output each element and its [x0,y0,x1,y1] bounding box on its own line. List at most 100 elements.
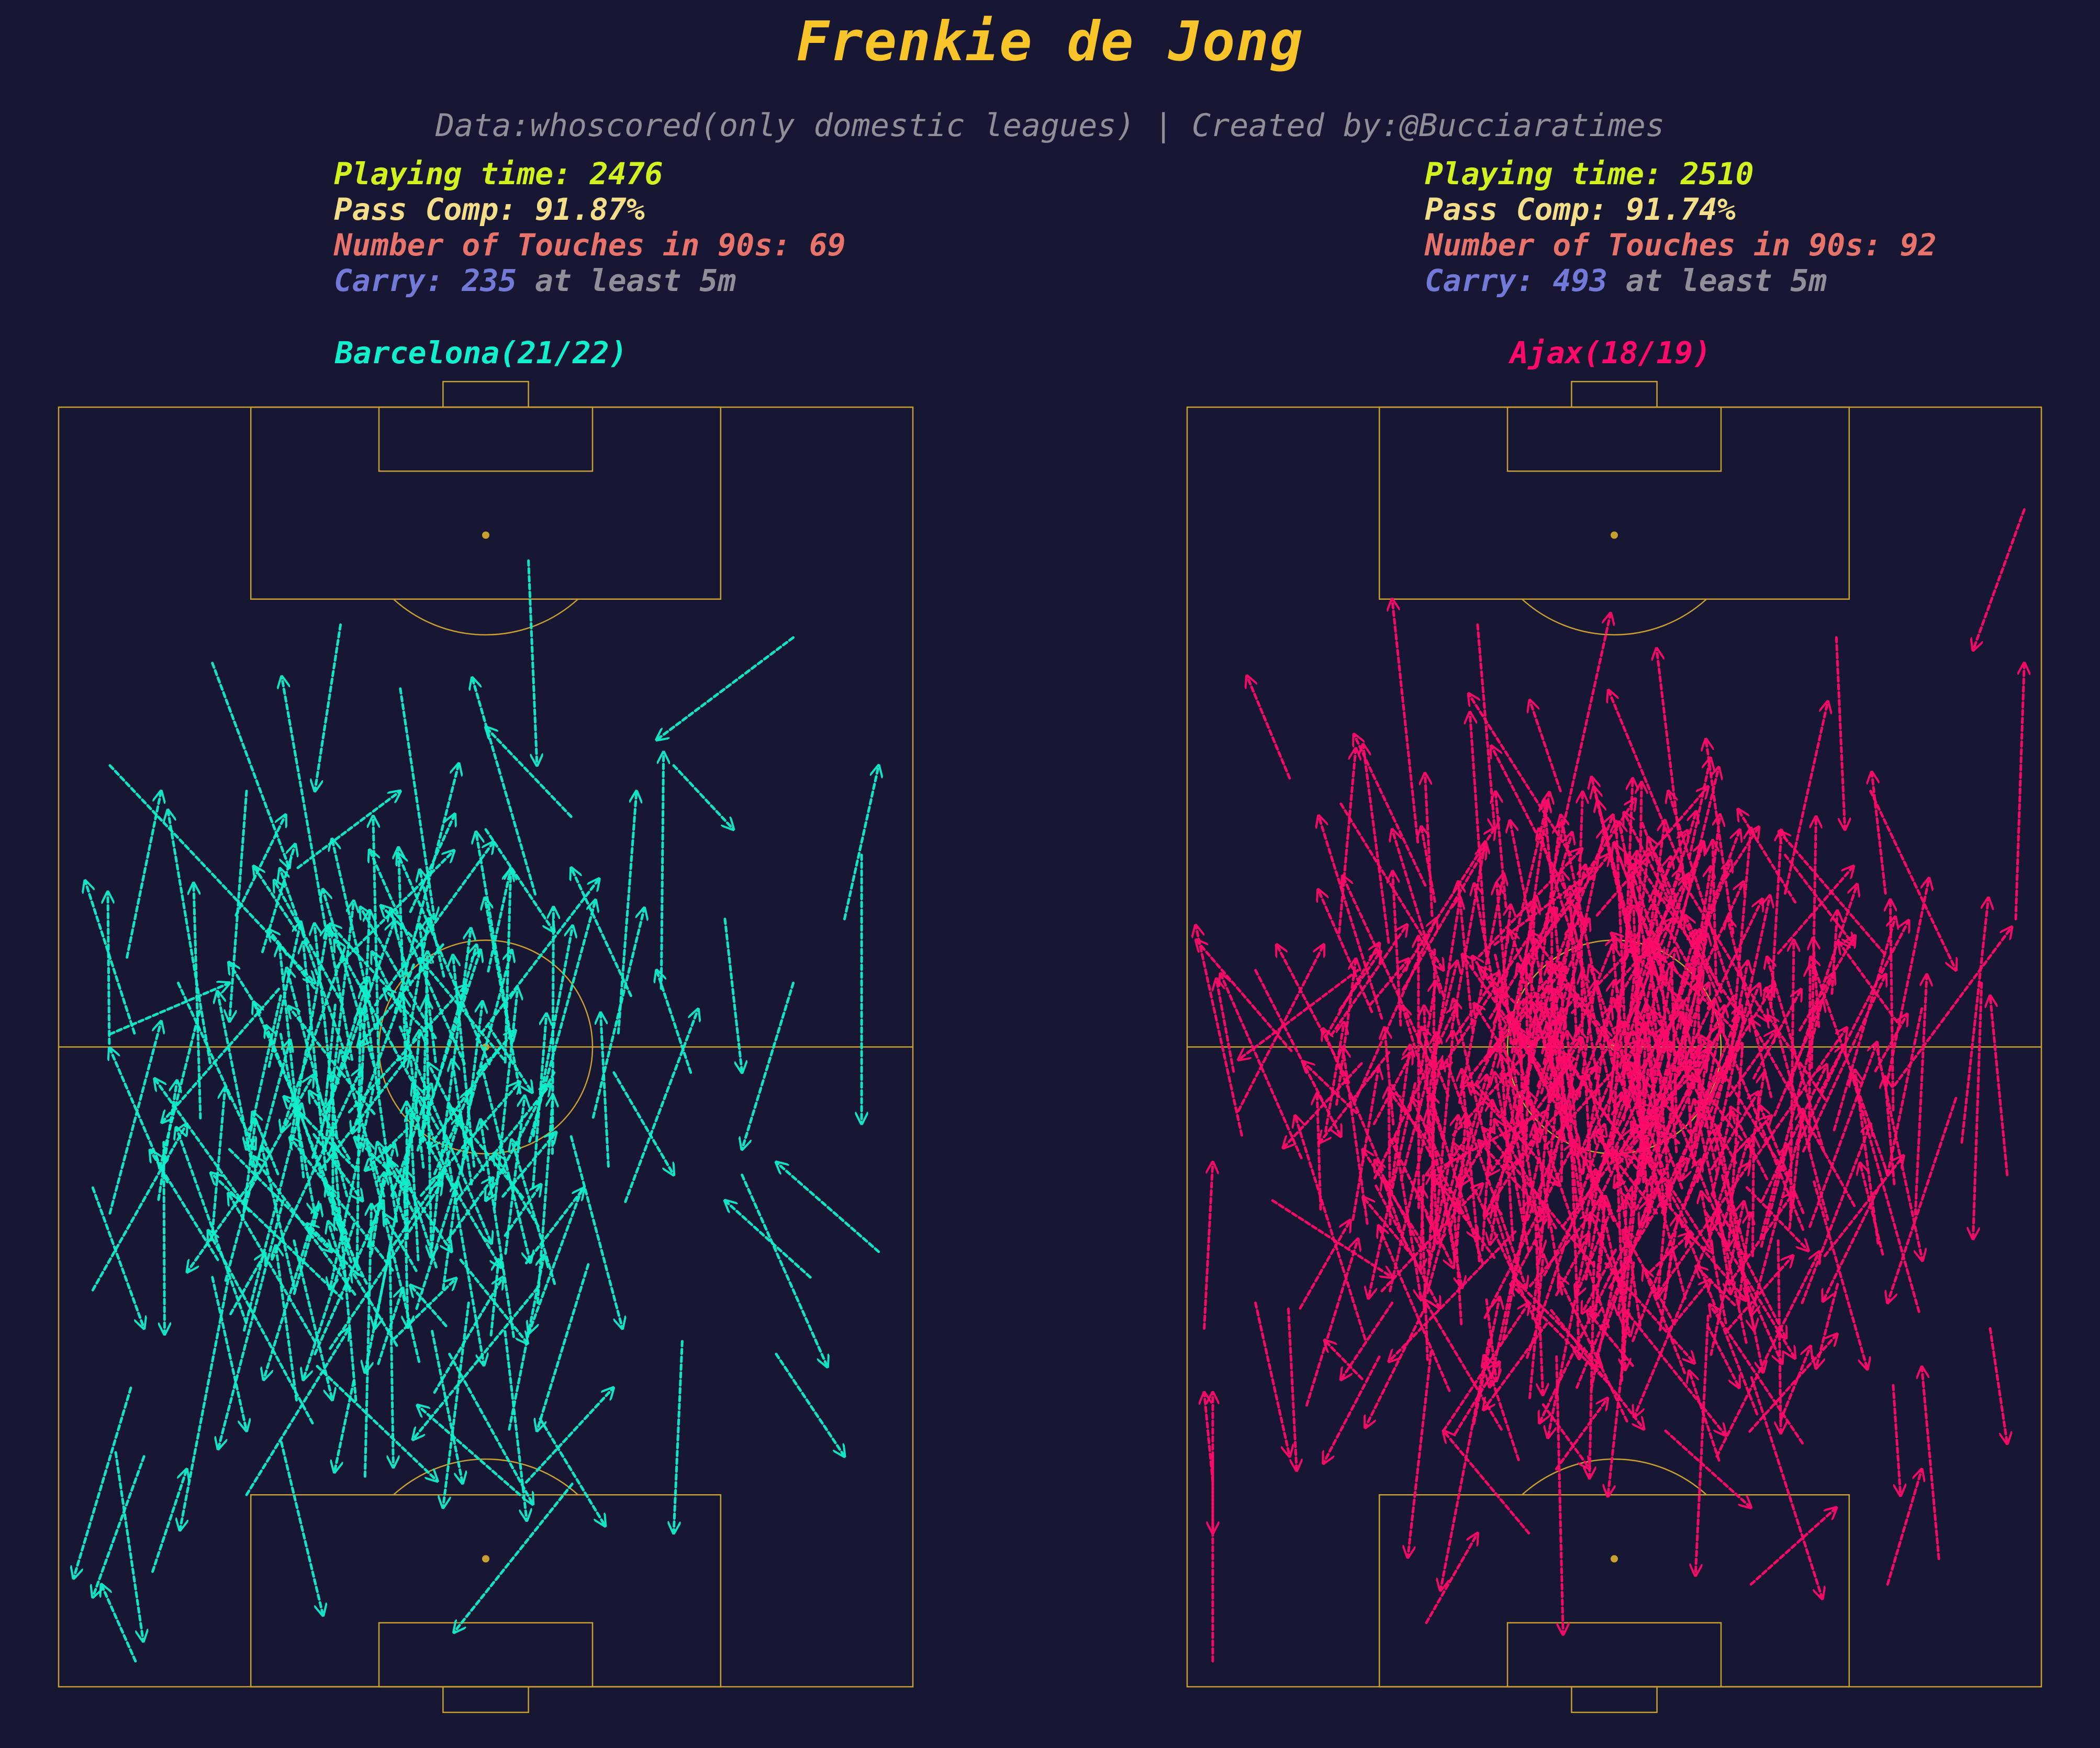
carry-arrow [1710,1192,1786,1338]
carry-arrow [485,898,522,1095]
carry-arrow [1441,1186,1462,1287]
carry-arrow [1767,957,1826,1153]
goal-bottom [1571,1686,1658,1713]
carry-arrow [1419,981,1436,1074]
carry-arrow [102,1584,137,1663]
carry-arrow [334,940,440,1130]
carry-arrow [93,1455,146,1597]
carry-arrow [1641,822,1673,905]
carry-arrow [1392,599,1420,844]
carry-arrow [1890,900,1893,1112]
ajax-stats: Playing time: 2510 Pass Comp: 91.74% Num… [1425,156,1937,298]
carry-arrow [1254,969,1341,1137]
carry-arrow [1196,940,1293,1052]
carry-arrow [1365,1304,1428,1428]
carry-arrow [661,752,663,990]
carry-arrow [126,791,161,959]
carry-arrow [1238,969,1359,1060]
carry-arrow [91,1186,144,1328]
carry-arrow [504,1096,525,1255]
carry-arrow [168,810,211,1065]
carry-arrow [1721,1174,1763,1372]
carry-arrow [1483,1143,1574,1319]
carry-arrow [365,1127,409,1171]
carry-arrow [1510,1216,1548,1287]
carry-arrow [316,1364,438,1481]
ajax-pass-comp: Pass Comp: 91.74% [1425,192,1736,227]
carry-arrow [1751,1115,1805,1315]
carry-arrow [332,839,377,1030]
carry-arrow [1681,1040,1735,1180]
carry-arrow [176,981,255,1149]
barcelona-stats: Playing time: 2476 Pass Comp: 91.87% Num… [334,156,846,298]
carry-arrow [539,1417,605,1526]
carry-arrow [1648,820,1665,934]
carry-arrow [262,1146,296,1290]
carry-arrow [1749,1508,1836,1586]
carry-arrow [1470,712,1488,958]
carry-arrow [1237,945,1324,1113]
penalty-arc-bottom [1521,1458,1707,1496]
carry-count: 493 [1552,263,1608,298]
ajax-playing-time: Playing time: 2510 [1425,156,1754,192]
carry-arrow [487,869,511,973]
barcelona-team-label: Barcelona(21/22) [335,335,628,371]
carry-arrow [524,1388,613,1484]
carry-arrow [1418,936,1419,1209]
carry-arrow [1341,1302,1394,1380]
carry-arrow [267,922,301,1068]
carry-arrow [1635,1024,1723,1211]
carry-arrow [307,1224,360,1276]
carry-arrow [1713,841,1716,983]
carry-arrow [1323,1355,1381,1463]
goal-top [1571,380,1658,408]
carry-suffix: at least 5m [1607,263,1827,298]
carry-arrow [2014,663,2024,921]
carry-arrow [352,1270,398,1347]
carry-arrow [1449,1048,1498,1227]
carry-arrow [1337,748,1356,934]
carry-arrow [372,952,403,1013]
carry-arrow [85,881,136,1035]
carry-arrow [1823,1188,1880,1302]
carry-arrow [1353,918,1436,1105]
carry-arrow [211,662,289,868]
carry-arrow [527,559,537,765]
carry-arrow [245,1328,349,1496]
carry-arrow [1892,1384,1901,1496]
carry-arrow [1550,1038,1622,1138]
carry-arrow [508,1256,544,1431]
penalty-arc-bottom [393,1458,579,1496]
carry-arrow [442,1128,484,1365]
carry-arrow [501,1132,556,1198]
carry-arrow [354,1137,405,1186]
carry-arrow [323,901,354,1152]
carry-arrow [1303,1061,1358,1115]
carry-arrow [1283,1062,1363,1148]
carry-arrow [211,1276,247,1431]
carry-arrow [377,1142,408,1228]
carry-arrow [487,1025,532,1092]
carry-arrow [154,1079,251,1213]
carry-arrow [1532,1002,1584,1175]
carry-arrow [1476,623,1495,830]
carry-arrow [1389,1230,1517,1361]
carry-arrow [1711,1112,1731,1196]
goal-bottom [442,1686,529,1713]
carry-arrow [1657,648,1686,886]
carry-arrow [288,1006,376,1115]
carry-arrow [1692,867,1711,983]
page-subtitle: Data:whoscored(only domestic leagues) | … [435,107,1665,144]
carry-arrow [1454,1362,1499,1435]
carry-arrow [1495,792,1507,909]
carry-arrow [1760,1145,1788,1248]
carry-arrow [403,996,425,1169]
carry-arrow [1319,816,1383,1020]
carry-arrow [1510,931,1579,1101]
carry-arrow [1633,843,1703,1011]
carry-arrow [1809,965,1810,1150]
carry-arrow [1444,1431,1531,1535]
carry-arrow [1887,1096,1958,1303]
carry-arrow [1462,1069,1481,1262]
